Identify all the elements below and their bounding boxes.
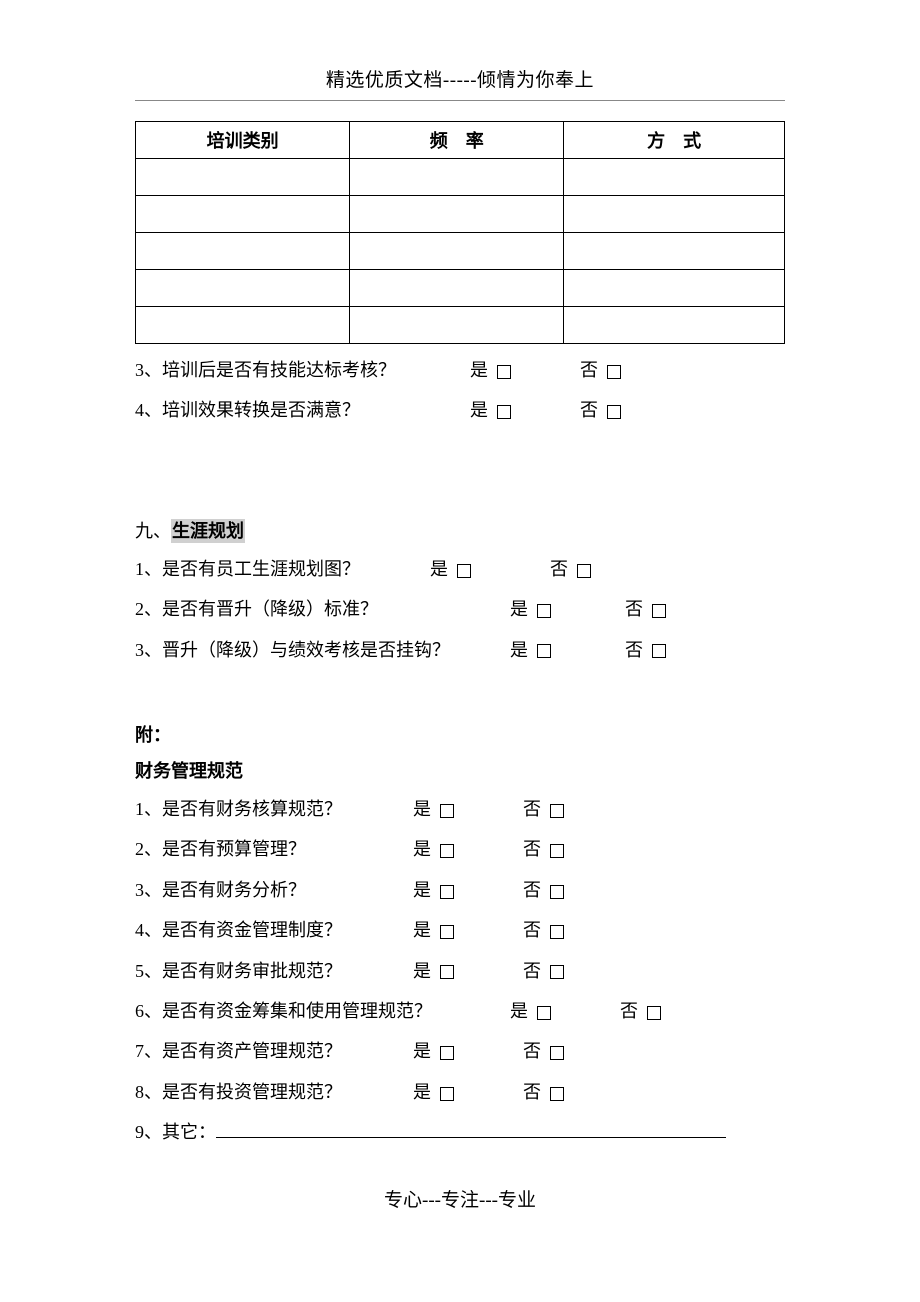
yes-checkbox[interactable] bbox=[440, 1087, 454, 1101]
question-text: 2、是否有晋升（降级）标准？ bbox=[135, 593, 378, 625]
table-header-category: 培训类别 bbox=[136, 122, 350, 159]
question-text: 1、是否有财务核算规范？ bbox=[135, 793, 342, 825]
yes-checkbox[interactable] bbox=[537, 1006, 551, 1020]
other-text: 、其它： bbox=[144, 1122, 216, 1142]
yes-label: 是 bbox=[413, 914, 454, 946]
question-line: 4、培训效果转换是否满意？ 是 否 bbox=[135, 394, 785, 426]
yes-label: 是 bbox=[413, 955, 454, 987]
underline-fill bbox=[216, 1137, 726, 1138]
yes-checkbox[interactable] bbox=[440, 804, 454, 818]
no-checkbox[interactable] bbox=[550, 965, 564, 979]
no-label: 否 bbox=[523, 1035, 564, 1067]
section-prefix: 九、 bbox=[135, 521, 171, 541]
question-text: 3、是否有财务分析？ bbox=[135, 874, 306, 906]
no-label: 否 bbox=[523, 1076, 564, 1108]
yes-checkbox[interactable] bbox=[440, 885, 454, 899]
no-label: 否 bbox=[523, 914, 564, 946]
no-checkbox[interactable] bbox=[607, 405, 621, 419]
appendix-label: 附： bbox=[135, 721, 785, 747]
yes-checkbox[interactable] bbox=[440, 1046, 454, 1060]
no-checkbox[interactable] bbox=[577, 564, 591, 578]
no-label: 否 bbox=[580, 354, 621, 386]
no-checkbox[interactable] bbox=[652, 644, 666, 658]
question-text: 2、是否有预算管理？ bbox=[135, 833, 306, 865]
no-label: 否 bbox=[580, 394, 621, 426]
yes-checkbox[interactable] bbox=[440, 844, 454, 858]
question-text: 8、是否有投资管理规范？ bbox=[135, 1076, 342, 1108]
training-table: 培训类别 频 率 方 式 bbox=[135, 121, 785, 344]
no-label: 否 bbox=[625, 634, 666, 666]
table-row bbox=[136, 196, 785, 233]
yes-checkbox[interactable] bbox=[497, 365, 511, 379]
question-text: 4、培训效果转换是否满意？ bbox=[135, 394, 360, 426]
yes-label: 是 bbox=[413, 1035, 454, 1067]
question-text: 3、培训后是否有技能达标考核？ bbox=[135, 354, 396, 386]
no-label: 否 bbox=[625, 593, 666, 625]
page-footer: 专心---专注---专业 bbox=[0, 1185, 920, 1212]
no-label: 否 bbox=[523, 793, 564, 825]
section-9-heading: 九、生涯规划 bbox=[135, 517, 785, 543]
section-title: 生涯规划 bbox=[171, 519, 245, 543]
yes-label: 是 bbox=[413, 874, 454, 906]
table-header-method: 方 式 bbox=[564, 122, 785, 159]
question-line: 3、晋升（降级）与绩效考核是否挂钩？ 是 否 bbox=[135, 634, 785, 666]
no-checkbox[interactable] bbox=[647, 1006, 661, 1020]
yes-checkbox[interactable] bbox=[440, 925, 454, 939]
yes-label: 是 bbox=[510, 593, 551, 625]
header-divider bbox=[135, 100, 785, 101]
no-checkbox[interactable] bbox=[550, 804, 564, 818]
no-checkbox[interactable] bbox=[550, 1046, 564, 1060]
yes-label: 是 bbox=[413, 793, 454, 825]
table-row bbox=[136, 307, 785, 344]
question-text: 7、是否有资产管理规范？ bbox=[135, 1035, 342, 1067]
question-line: 8、是否有投资管理规范？ 是 否 bbox=[135, 1076, 785, 1108]
no-label: 否 bbox=[523, 833, 564, 865]
yes-checkbox[interactable] bbox=[537, 644, 551, 658]
appendix-sub-heading: 财务管理规范 bbox=[135, 757, 785, 783]
no-label: 否 bbox=[523, 874, 564, 906]
table-header-frequency: 频 率 bbox=[350, 122, 564, 159]
yes-checkbox[interactable] bbox=[457, 564, 471, 578]
yes-label: 是 bbox=[510, 634, 551, 666]
no-checkbox[interactable] bbox=[652, 604, 666, 618]
question-line: 4、是否有资金管理制度？ 是 否 bbox=[135, 914, 785, 946]
yes-checkbox[interactable] bbox=[497, 405, 511, 419]
no-checkbox[interactable] bbox=[607, 365, 621, 379]
yes-checkbox[interactable] bbox=[537, 604, 551, 618]
question-text: 1、是否有员工生涯规划图？ bbox=[135, 553, 360, 585]
question-line: 3、是否有财务分析？ 是 否 bbox=[135, 874, 785, 906]
yes-label: 是 bbox=[510, 995, 551, 1027]
table-row bbox=[136, 159, 785, 196]
question-line: 1、是否有员工生涯规划图？ 是 否 bbox=[135, 553, 785, 585]
question-text: 3、晋升（降级）与绩效考核是否挂钩？ bbox=[135, 634, 450, 666]
yes-checkbox[interactable] bbox=[440, 965, 454, 979]
yes-label: 是 bbox=[430, 553, 471, 585]
no-checkbox[interactable] bbox=[550, 844, 564, 858]
question-line: 5、是否有财务审批规范？ 是 否 bbox=[135, 955, 785, 987]
yes-label: 是 bbox=[470, 394, 511, 426]
yes-label: 是 bbox=[413, 833, 454, 865]
question-line: 2、是否有预算管理？ 是 否 bbox=[135, 833, 785, 865]
no-checkbox[interactable] bbox=[550, 1087, 564, 1101]
no-checkbox[interactable] bbox=[550, 925, 564, 939]
table-row bbox=[136, 270, 785, 307]
other-num: 9 bbox=[135, 1122, 144, 1142]
question-line: 1、是否有财务核算规范？ 是 否 bbox=[135, 793, 785, 825]
no-label: 否 bbox=[523, 955, 564, 987]
no-label: 否 bbox=[550, 553, 591, 585]
yes-label: 是 bbox=[413, 1076, 454, 1108]
table-row bbox=[136, 233, 785, 270]
no-checkbox[interactable] bbox=[550, 885, 564, 899]
no-label: 否 bbox=[620, 995, 661, 1027]
question-line: 6、是否有资金筹集和使用管理规范？ 是 否 bbox=[135, 995, 785, 1027]
yes-label: 是 bbox=[470, 354, 511, 386]
question-text: 4、是否有资金管理制度？ bbox=[135, 914, 342, 946]
other-line: 9、其它： bbox=[135, 1116, 785, 1148]
question-line: 3、培训后是否有技能达标考核？ 是 否 bbox=[135, 354, 785, 386]
question-text: 6、是否有资金筹集和使用管理规范？ bbox=[135, 995, 432, 1027]
page-header: 精选优质文档-----倾情为你奉上 bbox=[135, 65, 785, 92]
question-line: 7、是否有资产管理规范？ 是 否 bbox=[135, 1035, 785, 1067]
question-line: 2、是否有晋升（降级）标准？ 是 否 bbox=[135, 593, 785, 625]
question-text: 5、是否有财务审批规范？ bbox=[135, 955, 342, 987]
